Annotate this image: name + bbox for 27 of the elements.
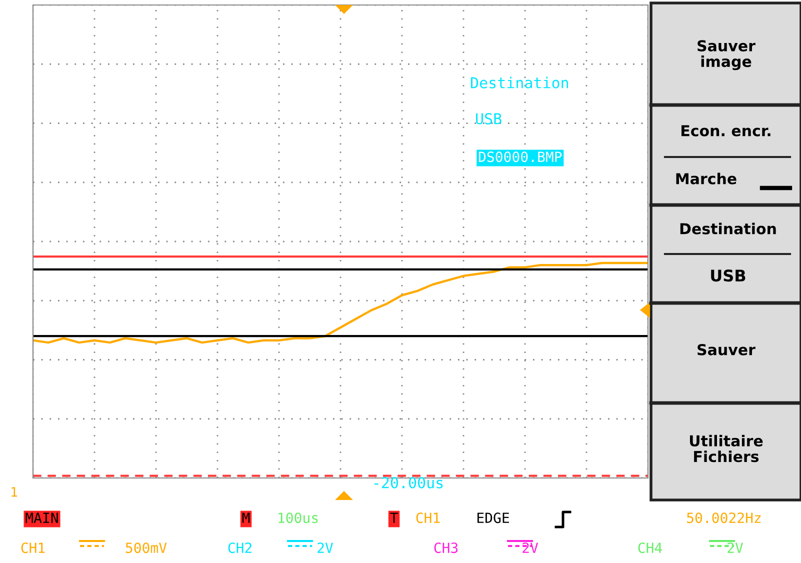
text: CH1 <box>21 542 45 554</box>
text: CH1 <box>416 512 440 524</box>
text: Destination <box>471 76 568 88</box>
text: Marche <box>676 172 736 184</box>
text: 1 <box>12 487 18 497</box>
text: MAIN <box>26 512 58 523</box>
text: Destination <box>680 222 776 234</box>
text: M <box>242 512 250 523</box>
text: DS0000.BMP <box>478 152 562 162</box>
text: 2V <box>728 542 744 553</box>
text: CH4 <box>638 542 662 554</box>
text: 50.0022Hz <box>687 512 761 524</box>
text: Econ. encr. <box>682 125 770 136</box>
text: CH2 <box>228 542 252 554</box>
text: 2V <box>522 542 538 553</box>
text: Sauver image <box>698 40 756 70</box>
text: Utilitaire Fichiers <box>690 434 763 462</box>
text: 500mV <box>126 542 167 554</box>
text: USB <box>476 113 502 124</box>
annotation: -20.00us <box>374 477 443 488</box>
text: EDGE <box>477 512 509 524</box>
text: T <box>390 512 398 523</box>
text: Sauver <box>698 344 756 356</box>
text: 2V <box>318 542 334 553</box>
text: CH3 <box>434 542 458 554</box>
text: USB <box>711 270 746 282</box>
text: 100us <box>278 512 318 524</box>
